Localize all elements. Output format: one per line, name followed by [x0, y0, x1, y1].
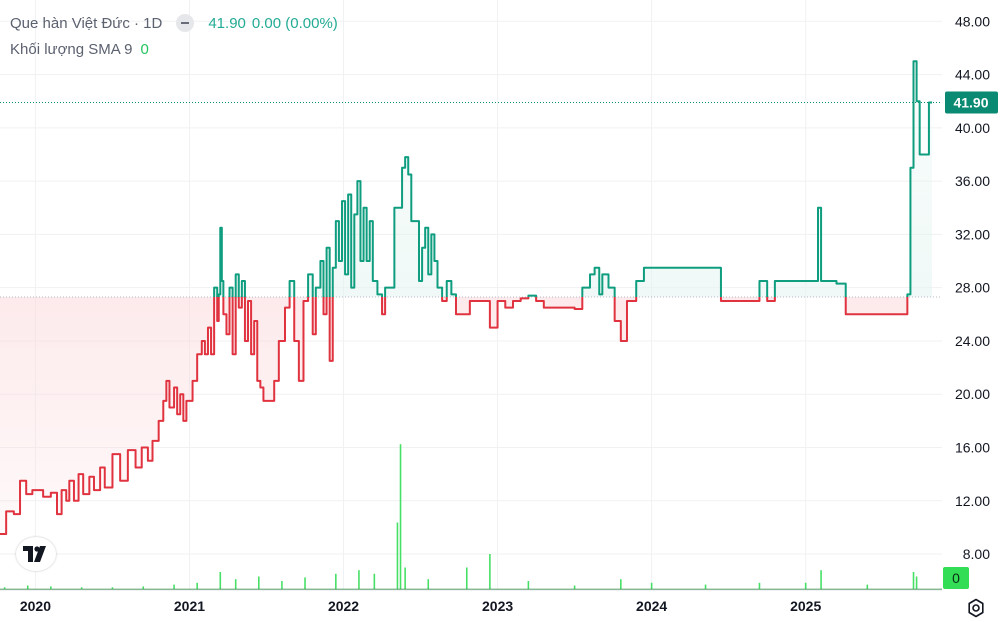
volume-bar [196, 582, 198, 590]
legend-main-row: Que hàn Việt Đức · 1D 41.90 0.00 (0.00%) [10, 10, 344, 36]
last-price-badge-label: 41.90 [953, 95, 988, 111]
volume-bar [866, 584, 869, 590]
volume-bar [915, 576, 918, 590]
time-tick-label: 2025 [790, 598, 821, 614]
volume-bar [527, 581, 530, 590]
price-tick-label: 24.00 [955, 333, 990, 349]
price-tick-label: 36.00 [955, 173, 990, 189]
price-tick-label: 16.00 [955, 439, 990, 455]
price-tick-label: 40.00 [955, 120, 990, 136]
volume-bar [373, 573, 376, 590]
volume-bar [650, 582, 653, 590]
volume-bar [234, 579, 237, 590]
volume-sma-label[interactable]: Khối lượng SMA 9 [10, 40, 133, 58]
volume-bar [173, 584, 175, 590]
volume-badge-label: 0 [952, 570, 960, 586]
volume-bar [620, 579, 622, 590]
chart-legend: Que hàn Việt Đức · 1D 41.90 0.00 (0.00%)… [10, 10, 344, 62]
volume-bar [396, 522, 399, 590]
price-tick-label: 12.00 [955, 493, 990, 509]
volume-bar [304, 577, 306, 590]
last-price-badge [945, 91, 998, 114]
price-axis[interactable]: 48.00 44.00 40.00 36.00 32.00 28.00 24.00 20.00… [943, 0, 1004, 590]
volume-bar [50, 586, 52, 590]
price-line [0, 60, 932, 536]
symbol-title[interactable]: Que hàn Việt Đức · 1D [10, 14, 163, 32]
price-change-value: 0.00 (0.00%) [251, 14, 338, 32]
time-tick-label: 2022 [328, 598, 359, 614]
tradingview-logo-icon[interactable] [16, 537, 56, 571]
price-line-up [213, 60, 932, 297]
time-axis[interactable]: 2020 2021 2022 2023 2024 2025 [0, 589, 942, 614]
volume-bar [704, 584, 707, 590]
hide-series-icon[interactable] [176, 14, 195, 32]
volume-bar [820, 570, 822, 590]
volume-bar [404, 567, 406, 590]
baseline-fill-down [0, 296, 932, 535]
volume-bar [258, 576, 260, 590]
last-price-value: 41.90 [208, 14, 246, 32]
volume-bar [489, 554, 491, 590]
volume-bar [219, 572, 222, 590]
price-line-down [0, 296, 909, 536]
price-tick-label: 32.00 [955, 226, 990, 242]
volume-bar [804, 582, 807, 590]
volume-bar [358, 570, 360, 590]
volume-bar [111, 587, 114, 590]
price-tick-label: 20.00 [955, 386, 990, 402]
price-tick-label: 48.00 [955, 13, 990, 29]
volume-bar [912, 572, 915, 590]
volume-bar [465, 567, 468, 590]
price-tick-label: 44.00 [955, 67, 990, 83]
price-tick-label: 8.00 [963, 546, 990, 562]
price-tick-label: 28.00 [955, 280, 990, 296]
volume-sma-value: 0 [140, 40, 149, 58]
volume-bar [399, 444, 402, 590]
time-tick-label: 2023 [482, 598, 513, 614]
legend-volume-row: Khối lượng SMA 9 0 [10, 36, 344, 62]
volume-badge [943, 567, 969, 589]
volume-bar [142, 586, 145, 590]
settings-gear-icon[interactable] [965, 597, 987, 619]
volume-bar [758, 582, 761, 590]
time-tick-label: 2024 [636, 598, 667, 614]
volume-bar [427, 579, 430, 590]
time-tick-label: 2021 [174, 598, 205, 614]
volume-bar [80, 587, 83, 590]
volume-bar [26, 585, 29, 590]
volume-bar [335, 573, 337, 590]
volume-bar [281, 581, 283, 590]
volume-bar [3, 587, 6, 590]
time-tick-label: 2020 [20, 598, 51, 614]
volume-bar [573, 585, 576, 590]
